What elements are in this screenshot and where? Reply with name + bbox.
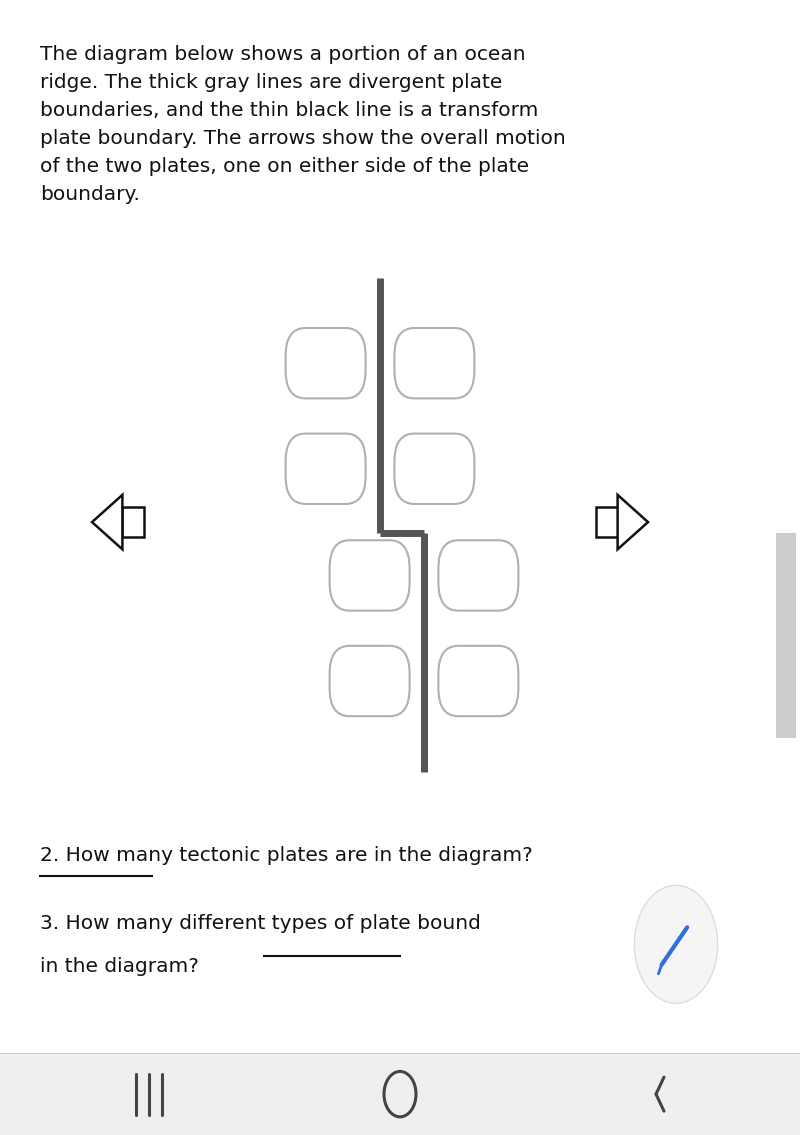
- Polygon shape: [618, 495, 648, 549]
- Bar: [0, 1053, 800, 1135]
- FancyBboxPatch shape: [394, 328, 474, 398]
- Polygon shape: [596, 507, 618, 537]
- Bar: [776, 533, 796, 738]
- Polygon shape: [122, 507, 144, 537]
- Text: The diagram below shows a portion of an ocean
ridge. The thick gray lines are di: The diagram below shows a portion of an …: [40, 45, 566, 204]
- Text: 2. How many tectonic plates are in the diagram?: 2. How many tectonic plates are in the d…: [40, 846, 533, 865]
- Text: 3. How many different types of plate bound: 3. How many different types of plate bou…: [40, 914, 481, 933]
- FancyBboxPatch shape: [330, 646, 410, 716]
- FancyBboxPatch shape: [394, 434, 474, 504]
- FancyBboxPatch shape: [286, 328, 366, 398]
- Circle shape: [634, 885, 718, 1003]
- FancyBboxPatch shape: [438, 646, 518, 716]
- FancyBboxPatch shape: [330, 540, 410, 611]
- FancyBboxPatch shape: [438, 540, 518, 611]
- FancyBboxPatch shape: [286, 434, 366, 504]
- Text: in the diagram?: in the diagram?: [40, 957, 199, 976]
- Polygon shape: [92, 495, 122, 549]
